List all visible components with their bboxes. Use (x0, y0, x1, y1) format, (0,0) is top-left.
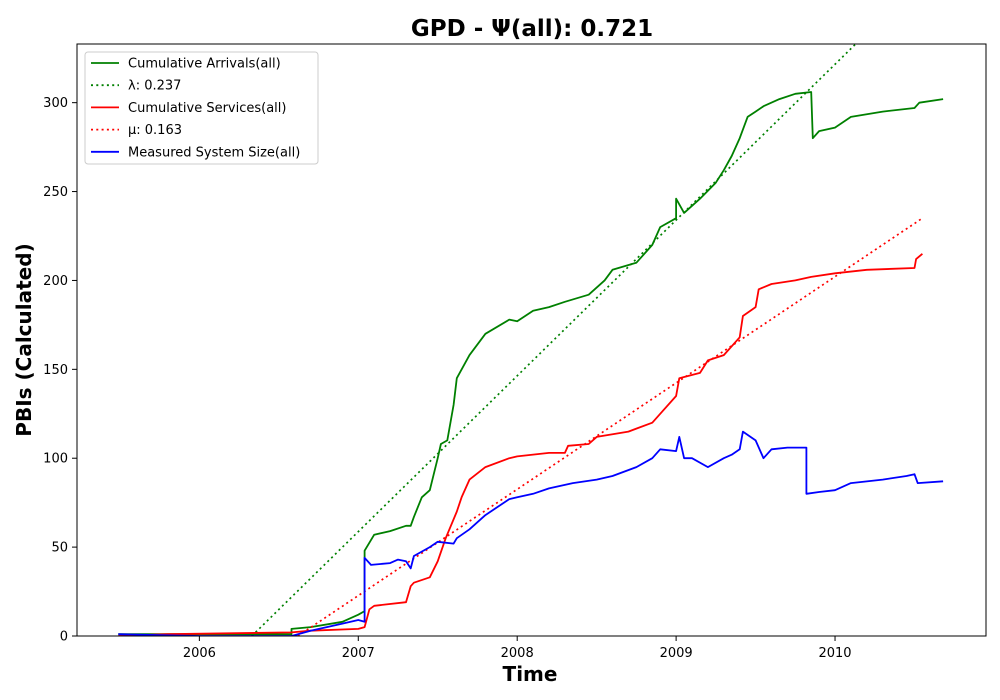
legend-label: λ: 0.237 (128, 79, 181, 94)
series-line-2 (251, 44, 857, 636)
y-tick-label: 150 (43, 363, 68, 378)
y-tick-label: 100 (43, 452, 68, 467)
legend-label: Measured System Size(all) (128, 145, 300, 160)
series-line-5 (118, 430, 944, 636)
legend-label: Cumulative Arrivals(all) (128, 57, 281, 72)
plot-frame (76, 43, 987, 637)
legend-label: Cumulative Services(all) (128, 101, 286, 116)
y-axis-title: PBIs (Calculated) (12, 243, 36, 436)
legend-box (84, 51, 319, 165)
y-axis: 0 50 100 150 200 250 300 (43, 96, 77, 645)
y-tick-label: 50 (51, 541, 68, 556)
y-tick-label: 0 (60, 630, 68, 645)
series-line-3 (118, 253, 923, 636)
x-axis: 2006 2007 2008 2009 2010 (183, 636, 852, 661)
x-axis-title: Time (503, 662, 558, 686)
y-tick-label: 300 (43, 96, 68, 111)
legend: Cumulative Arrivals(all) λ: 0.237 Cumulati… (84, 51, 319, 165)
x-tick-label: 2006 (183, 646, 216, 661)
series-line-4 (297, 217, 923, 636)
series-line-1 (118, 91, 944, 636)
series-layer (118, 44, 944, 636)
x-tick-label: 2010 (818, 646, 851, 661)
x-tick-label: 2008 (501, 646, 534, 661)
x-tick-label: 2007 (342, 646, 375, 661)
x-tick-label: 2009 (660, 646, 693, 661)
legend-label: μ: 0.163 (128, 123, 182, 138)
y-tick-label: 200 (43, 274, 68, 289)
y-tick-label: 250 (43, 185, 68, 200)
chart-title: GPD - Ψ(all): 0.721 (411, 16, 653, 42)
